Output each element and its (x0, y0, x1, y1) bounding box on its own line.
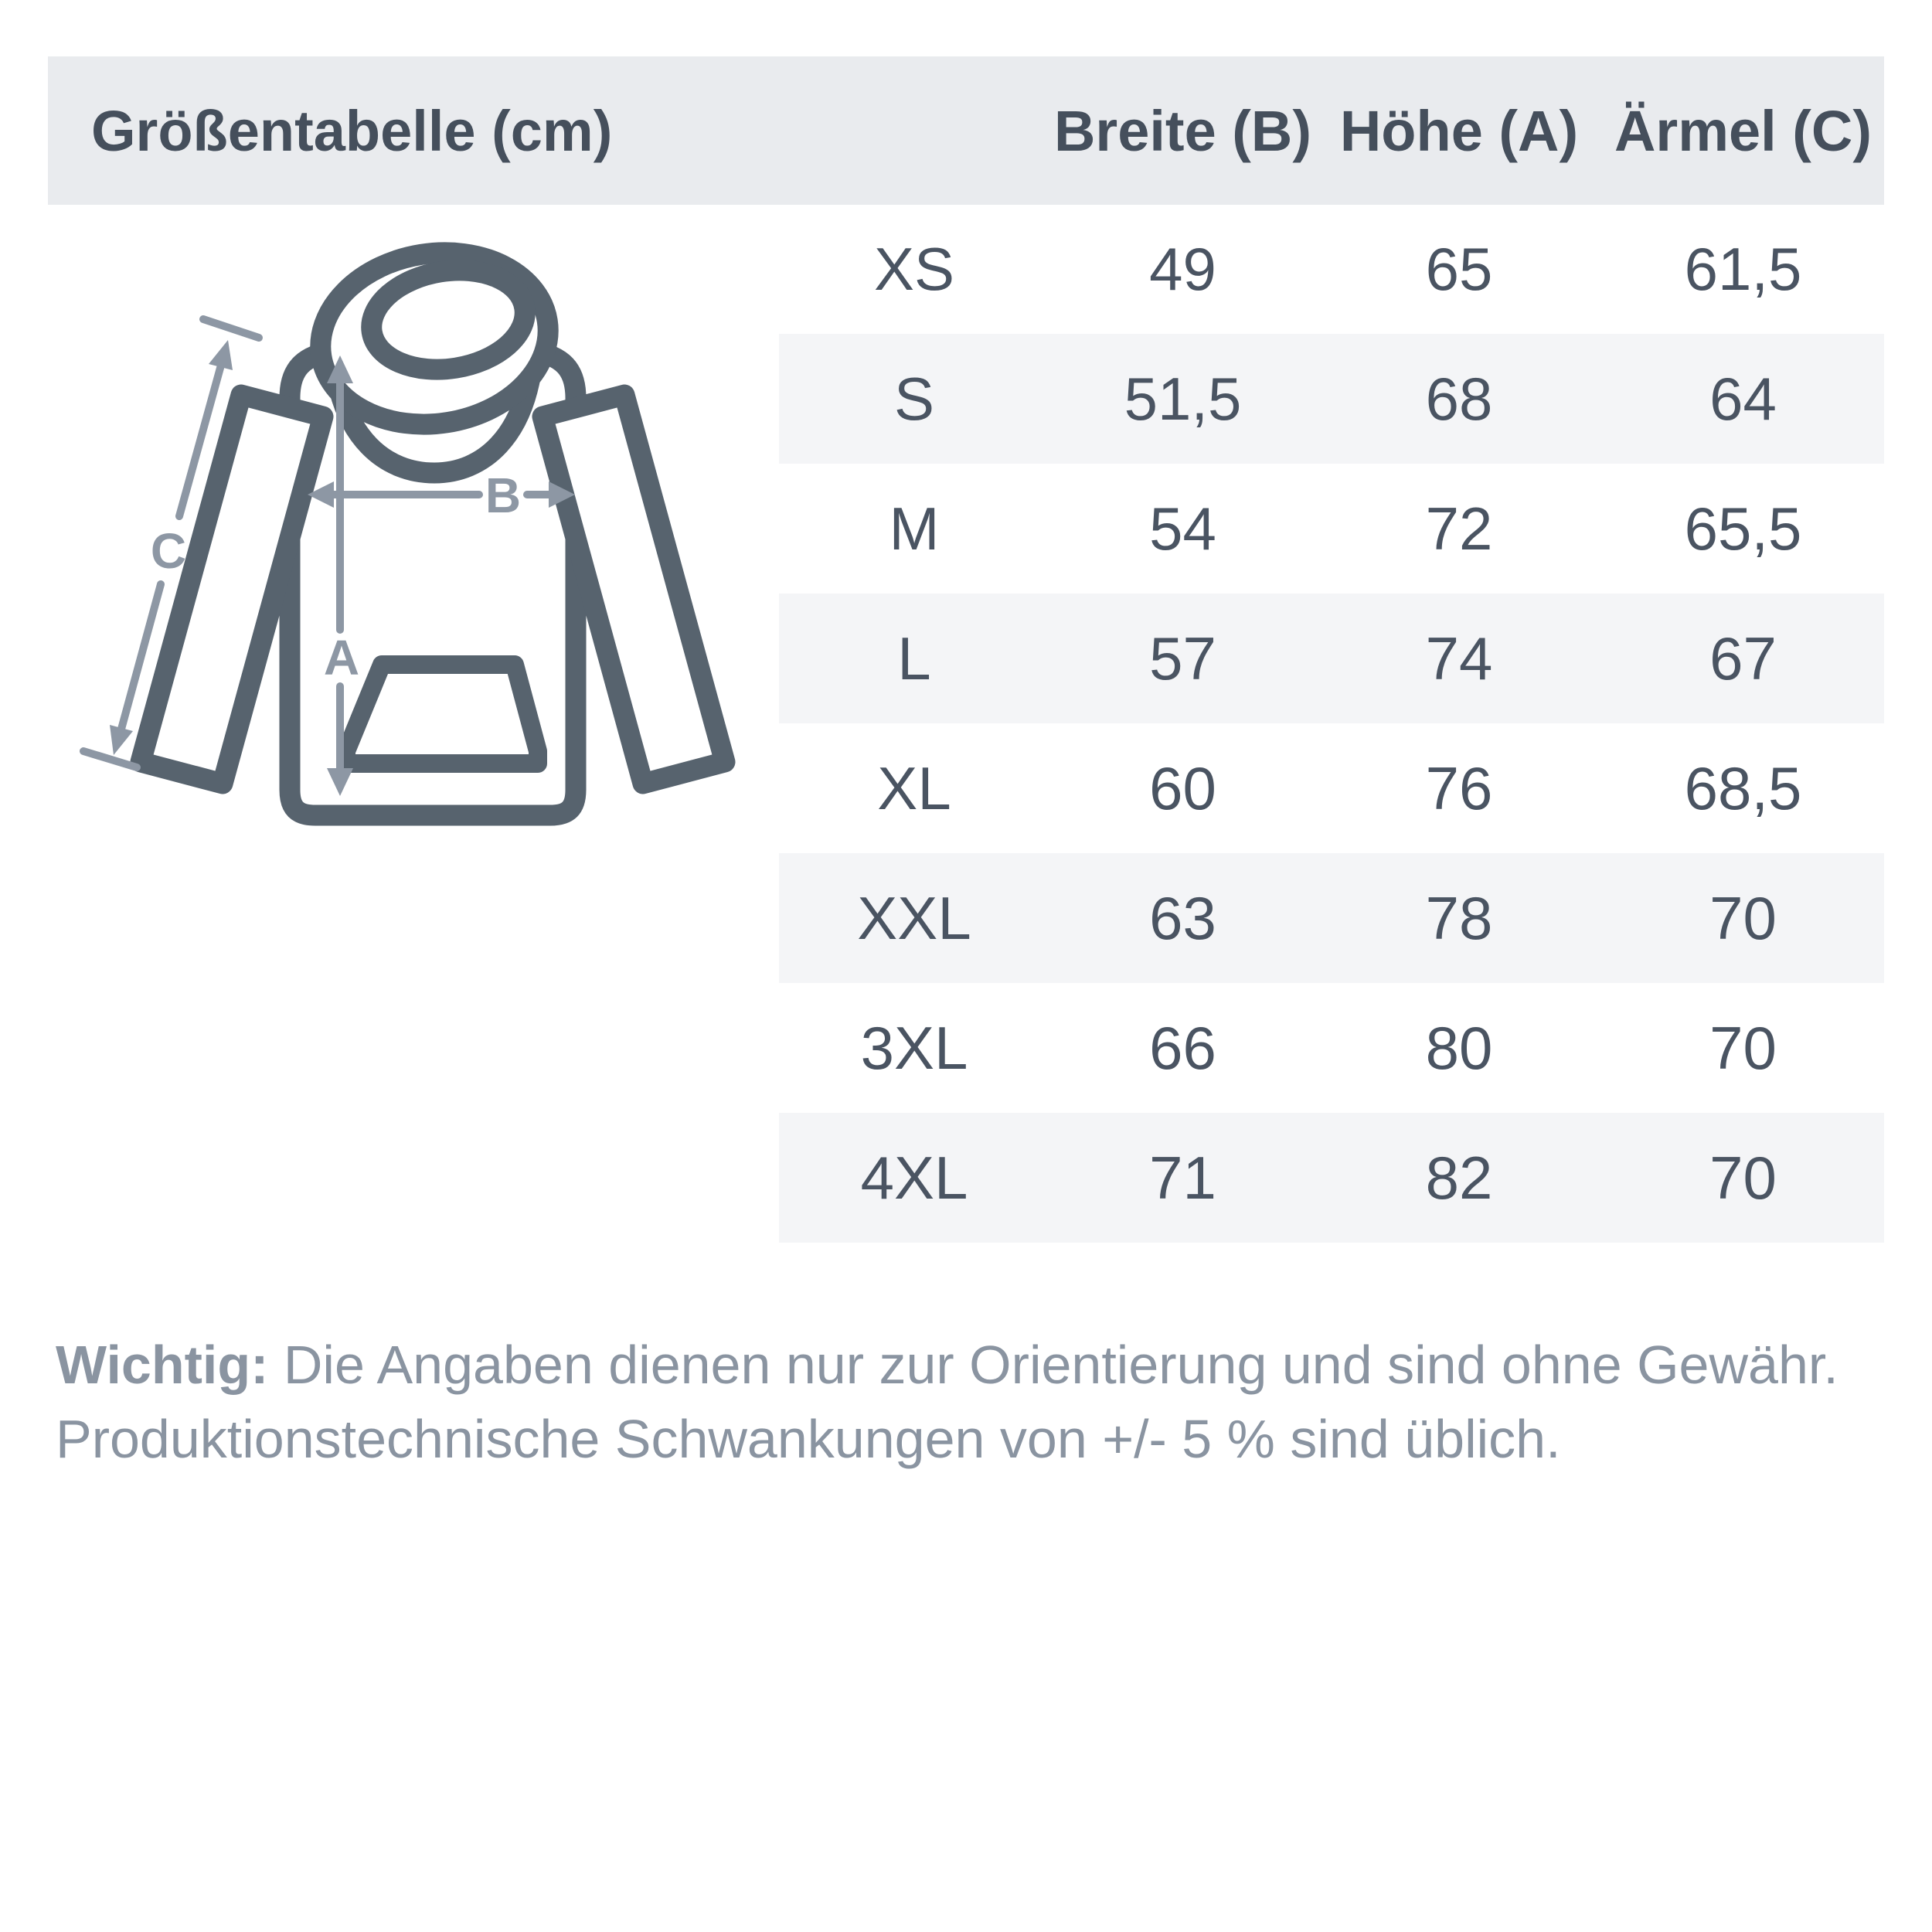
hoehe-value: 78 (1425, 883, 1493, 952)
breite-value: 63 (1149, 883, 1216, 952)
arrowhead-b-left (308, 481, 334, 508)
breite-value: 54 (1149, 494, 1216, 563)
disclaimer-line2: Produktionstechnische Schwankungen von +… (56, 1409, 1561, 1469)
table-row-s: S 51,5 68 64 (779, 334, 1884, 464)
table-row-xs: XS 49 65 61,5 (779, 204, 1884, 334)
hoodie-left-sleeve (130, 384, 334, 794)
table-row-xl: XL 60 76 68,5 (779, 723, 1884, 853)
breite-value: 51,5 (1124, 364, 1242, 433)
aermel-value: 65,5 (1684, 494, 1802, 563)
hoodie-icon: A B C (80, 242, 736, 826)
aermel-value: 64 (1709, 364, 1777, 433)
arrowhead-a-up (327, 355, 353, 383)
column-header-breite: Breite (B) (1053, 98, 1312, 163)
hoehe-value: 80 (1425, 1013, 1493, 1082)
disclaimer-line1: Die Angaben dienen nur zur Orientierung … (283, 1335, 1838, 1395)
table-row-xxl: XXL 63 78 70 (779, 853, 1884, 983)
hoehe-value: 68 (1425, 364, 1493, 433)
breite-value: 49 (1149, 234, 1216, 303)
disclaimer-label: Wichtig: (56, 1335, 269, 1395)
size-table: XS 49 65 61,5 S 51,5 68 64 M 54 72 65,5 … (779, 204, 1884, 1243)
table-row-3xl: 3XL 66 80 70 (779, 983, 1884, 1113)
kangaroo-pocket (337, 655, 547, 773)
arrowhead-a-down (327, 768, 353, 796)
arrowheads (110, 340, 575, 796)
label-a: A (324, 630, 359, 685)
hood-inner-ring (361, 260, 536, 380)
label-c: C (151, 523, 186, 579)
aermel-value: 67 (1709, 624, 1777, 692)
breite-value: 60 (1149, 753, 1216, 822)
size-label: S (893, 364, 935, 433)
label-b: B (485, 468, 521, 523)
arrow-c-line (175, 350, 228, 520)
aermel-value: 61,5 (1684, 234, 1802, 303)
aermel-value: 70 (1709, 1143, 1777, 1212)
hoehe-value: 76 (1425, 753, 1493, 822)
size-label: M (889, 494, 940, 563)
hoehe-value: 65 (1425, 234, 1493, 303)
arrow-c-line (114, 580, 165, 744)
table-row-l: L 57 74 67 (779, 594, 1884, 723)
table-row-4xl: 4XL 71 82 70 (779, 1113, 1884, 1243)
table-header-bar: Größentabelle (cm) Breite (B) Höhe (A) Ä… (48, 56, 1884, 205)
breite-value: 71 (1149, 1143, 1216, 1212)
aermel-value: 70 (1709, 1013, 1777, 1082)
chart-title: Größentabelle (cm) (91, 98, 613, 163)
arrowhead-c-up (209, 340, 233, 370)
measurement-lines (80, 315, 566, 784)
size-label: XXL (857, 883, 971, 952)
hoehe-value: 72 (1425, 494, 1493, 563)
aermel-value: 68,5 (1684, 753, 1802, 822)
arrowhead-b-right (549, 481, 575, 508)
hoodie-measurement-diagram: A B C (62, 240, 788, 858)
breite-value: 66 (1149, 1013, 1216, 1082)
column-header-aermel: Ärmel (C) (1614, 98, 1872, 163)
hoehe-value: 74 (1425, 624, 1493, 692)
column-header-hoehe: Höhe (A) (1339, 98, 1579, 163)
size-label: XL (877, 753, 951, 822)
arrow-c-bottom-tick (80, 747, 141, 771)
disclaimer-note: Wichtig: Die Angaben dienen nur zur Orie… (56, 1328, 1895, 1476)
arrowhead-c-down (110, 725, 133, 755)
size-label: 4XL (860, 1143, 968, 1212)
size-label: L (897, 624, 931, 692)
size-label: XS (873, 234, 955, 303)
hoodie-right-sleeve (532, 384, 736, 794)
arrow-c-top-tick (199, 315, 263, 342)
size-label: 3XL (860, 1013, 968, 1082)
breite-value: 57 (1149, 624, 1216, 692)
column-headers: Breite (B) Höhe (A) Ärmel (C) (779, 56, 1884, 205)
hoehe-value: 82 (1425, 1143, 1493, 1212)
table-row-m: M 54 72 65,5 (779, 464, 1884, 594)
aermel-value: 70 (1709, 883, 1777, 952)
